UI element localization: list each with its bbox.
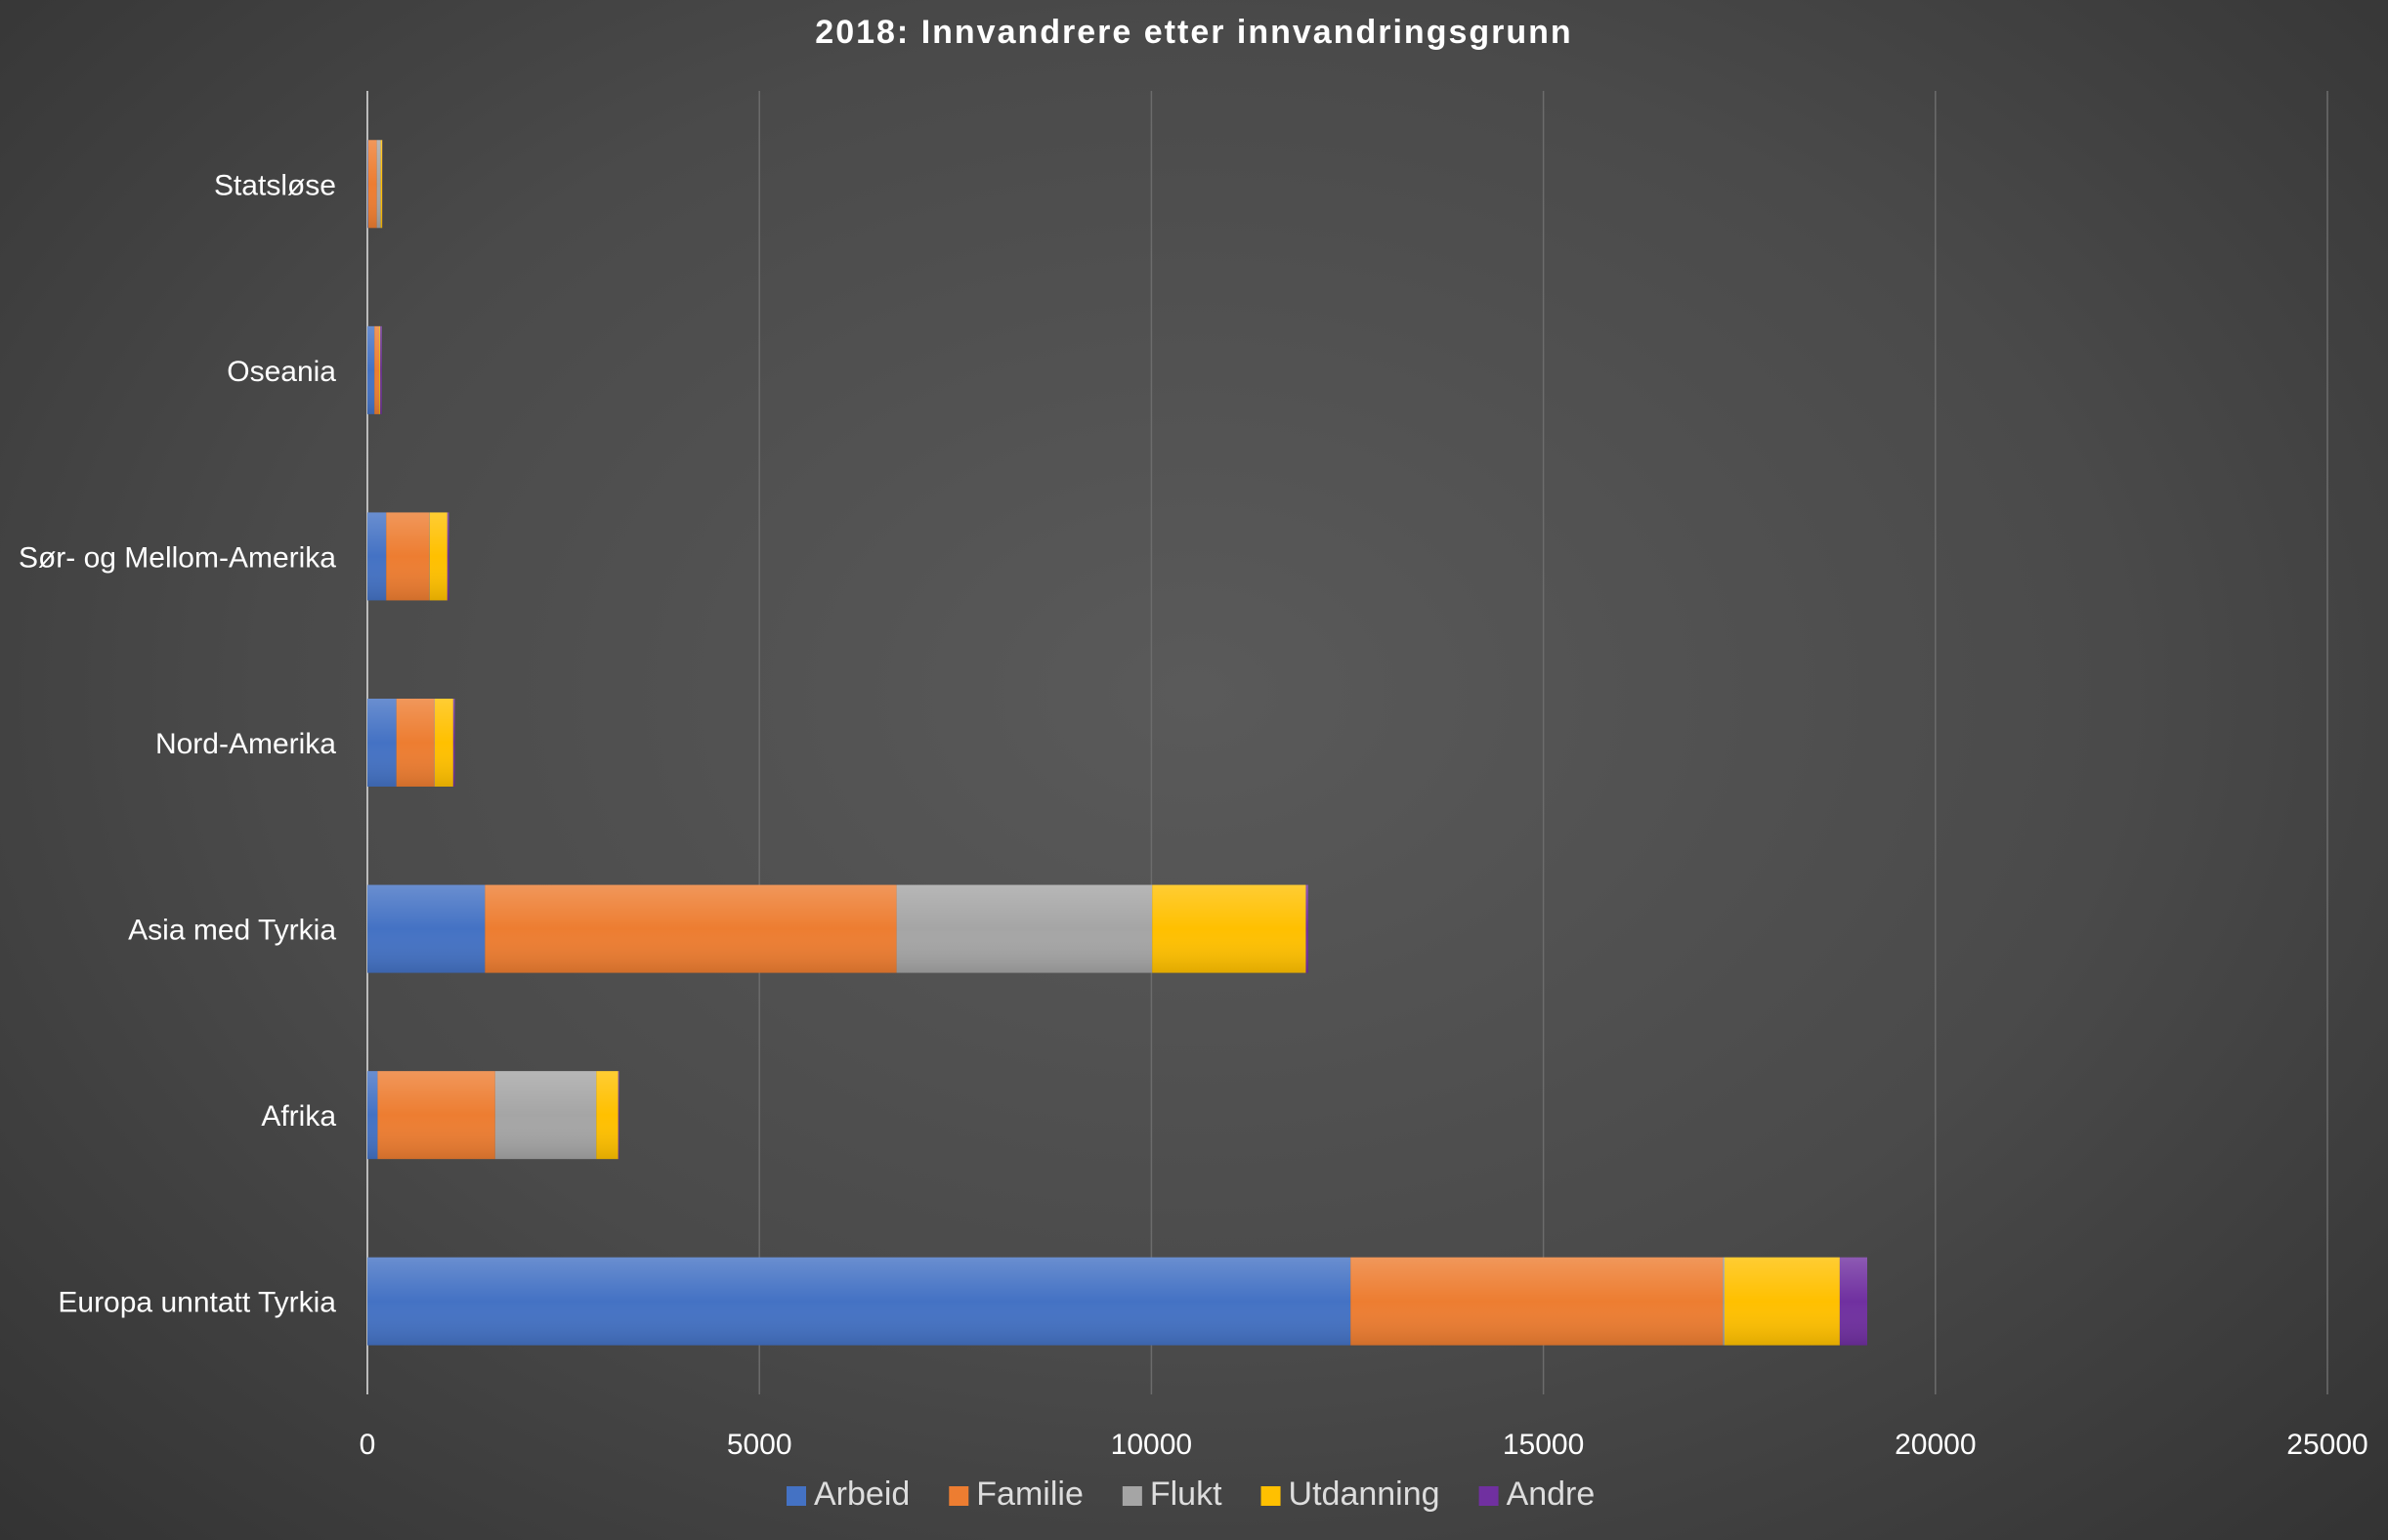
x-tick-label: 20000	[1895, 1429, 1976, 1461]
bar-segment-shade	[452, 699, 455, 787]
legend-swatch-flukt	[1122, 1486, 1142, 1506]
bar-segment-shade	[367, 140, 368, 229]
bar-segment-shade	[380, 325, 382, 414]
bar-segment-shade	[596, 1071, 618, 1160]
legend-label: Utdanning	[1289, 1476, 1440, 1513]
bar-segment-shade	[367, 1257, 1351, 1346]
y-category-label: Statsløse	[214, 169, 336, 201]
bar-segment-shade	[896, 884, 1153, 973]
bar-segment-shade	[1723, 1257, 1725, 1346]
bar-segment-shade	[367, 1071, 378, 1160]
legend-label: Andre	[1507, 1476, 1596, 1513]
y-category-label: Sør- og Mellom-Amerika	[19, 541, 336, 574]
legend-swatch-familie	[949, 1486, 969, 1506]
y-category-label: Afrika	[261, 1100, 336, 1133]
y-category-label: Nord-Amerika	[155, 728, 336, 760]
x-tick-label: 25000	[2286, 1429, 2367, 1461]
bar-segment-shade	[618, 1071, 619, 1160]
legend-label: Flukt	[1150, 1476, 1222, 1513]
x-tick-label: 5000	[727, 1429, 792, 1461]
y-category-label: Oseania	[227, 356, 336, 388]
bar-segment-shade	[429, 512, 448, 601]
bar-segment-shade	[376, 140, 381, 229]
bar-segment-shade	[367, 699, 397, 787]
bar-segment-shade	[1839, 1257, 1867, 1346]
bar-segment-shade	[485, 884, 897, 973]
bar-segment-shade	[435, 699, 453, 787]
legend-swatch-arbeid	[787, 1486, 806, 1506]
bar-segment-shade	[396, 699, 435, 787]
y-category-label: Europa unntatt Tyrkia	[58, 1287, 336, 1319]
x-tick-label: 10000	[1111, 1429, 1192, 1461]
chart-title: 2018: Innvandrere etter innvandringsgrun…	[815, 14, 1573, 51]
legend-label: Arbeid	[814, 1476, 910, 1513]
legend-swatch-andre	[1478, 1486, 1499, 1506]
legend-swatch-utdanning	[1260, 1486, 1281, 1506]
bar-segment-shade	[447, 512, 449, 601]
x-tick-label: 0	[360, 1429, 376, 1461]
bar-segment-shade	[380, 140, 383, 229]
bar-segment-shade	[1724, 1257, 1840, 1346]
bar-segment-shade	[1152, 884, 1306, 973]
bar-segment-shade	[367, 884, 486, 973]
bar-segment-shade	[367, 325, 375, 414]
x-tick-label: 15000	[1503, 1429, 1584, 1461]
bar-segment-shade	[494, 1071, 597, 1160]
bar-segment-shade	[377, 1071, 495, 1160]
bar-segment-shade	[1350, 1257, 1724, 1346]
bar-segment-shade	[379, 325, 381, 414]
bar-segment-shade	[1305, 884, 1308, 973]
bar-segment-shade	[367, 140, 377, 229]
legend-label: Familie	[976, 1476, 1084, 1513]
bar-segment-shade	[374, 325, 380, 414]
bar-segment-shade	[367, 512, 387, 601]
bar-segment-shade	[386, 512, 430, 601]
y-category-label: Asia med Tyrkia	[128, 915, 336, 947]
